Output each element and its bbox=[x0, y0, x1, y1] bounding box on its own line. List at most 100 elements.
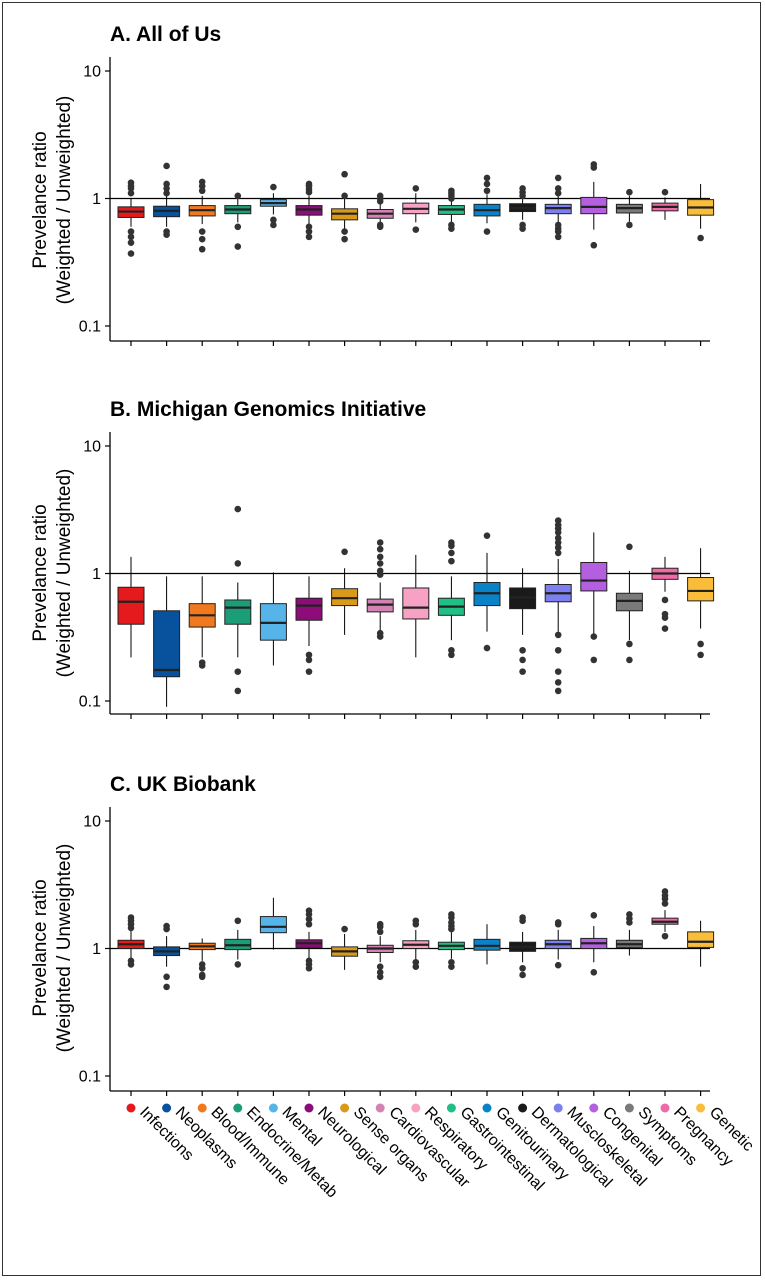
category-color-dot bbox=[482, 1103, 492, 1113]
outlier-point bbox=[341, 170, 348, 178]
outlier-point bbox=[519, 646, 526, 654]
outlier-point bbox=[412, 185, 420, 192]
box-neoplasms bbox=[153, 162, 181, 346]
category-color-dot bbox=[197, 1103, 207, 1113]
outlier-point bbox=[198, 964, 206, 972]
category-color-dot bbox=[589, 1103, 599, 1113]
outlier-point bbox=[127, 239, 135, 247]
panel-b-ylabel: Prevelance ratio (Weighted / Unweighted) bbox=[30, 469, 75, 678]
outlier-point bbox=[305, 668, 313, 675]
panel-a-title: A. All of Us bbox=[110, 23, 221, 46]
outlier-point bbox=[448, 914, 455, 921]
outlier-point bbox=[198, 228, 206, 235]
outlier-point bbox=[305, 228, 313, 235]
y-tick-label: 0.1 bbox=[79, 319, 101, 336]
outlier-point bbox=[198, 245, 206, 253]
outlier-point bbox=[590, 164, 598, 171]
category-color-dot bbox=[340, 1103, 350, 1113]
box-endocrine-metab bbox=[224, 192, 252, 346]
outlier-point bbox=[270, 183, 277, 191]
outlier-point bbox=[448, 542, 455, 550]
outlier-point bbox=[163, 162, 170, 170]
outlier-point bbox=[590, 912, 598, 919]
outlier-point bbox=[554, 189, 562, 197]
box-blood-immune bbox=[188, 938, 216, 1096]
ylabel-line-1: Prevelance ratio bbox=[30, 131, 51, 268]
panel-a-ylabel: Prevelance ratio (Weighted / Unweighted) bbox=[30, 96, 75, 305]
outlier-point bbox=[554, 631, 562, 639]
box-neurological bbox=[295, 576, 323, 719]
y-tick-label: 1 bbox=[92, 566, 101, 583]
box-endocrine-metab bbox=[224, 917, 252, 1096]
iqr-box bbox=[580, 196, 608, 215]
outlier-point bbox=[305, 233, 313, 241]
outlier-point bbox=[163, 983, 170, 991]
outlier-point bbox=[519, 656, 526, 664]
outlier-point bbox=[554, 549, 562, 557]
outlier-point bbox=[519, 192, 526, 200]
box-sense-organs bbox=[331, 925, 359, 1096]
outlier-point bbox=[412, 963, 420, 970]
y-tick-label: 10 bbox=[83, 439, 101, 456]
category-color-dot bbox=[446, 1103, 456, 1113]
panel-b: 10 1 0.1 bbox=[79, 432, 715, 719]
outlier-point bbox=[341, 192, 348, 200]
outlier-point bbox=[270, 216, 277, 224]
outlier-point bbox=[626, 221, 633, 229]
outlier-point bbox=[198, 235, 206, 243]
outlier-point bbox=[234, 687, 242, 695]
category-color-dot bbox=[411, 1103, 421, 1113]
outlier-point bbox=[127, 189, 135, 197]
category-color-dot bbox=[304, 1103, 314, 1113]
outlier-point bbox=[376, 923, 384, 931]
outlier-point bbox=[305, 656, 313, 664]
box-congenital bbox=[580, 912, 608, 1096]
box-symptoms bbox=[615, 543, 643, 719]
outlier-point bbox=[341, 235, 348, 243]
category-color-dot bbox=[624, 1103, 634, 1113]
outlier-point bbox=[590, 241, 598, 249]
box-neurological bbox=[295, 180, 323, 346]
box-blood-immune bbox=[188, 178, 216, 346]
outlier-point bbox=[305, 920, 313, 928]
category-color-dot bbox=[518, 1103, 528, 1113]
panel-c-ylabel: Prevelance ratio (Weighted / Unweighted) bbox=[30, 844, 75, 1053]
box-sense-organs bbox=[331, 170, 359, 346]
outlier-point bbox=[448, 925, 455, 933]
category-color-dot bbox=[268, 1103, 278, 1113]
outlier-point bbox=[198, 662, 206, 669]
outlier-point bbox=[376, 198, 384, 205]
outlier-point bbox=[697, 651, 704, 659]
outlier-point bbox=[483, 228, 491, 235]
ylabel-line-2: (Weighted / Unweighted) bbox=[54, 844, 75, 1053]
category-color-dot bbox=[696, 1103, 706, 1113]
y-tick-label: 10 bbox=[83, 814, 101, 831]
box-muscloskeletal bbox=[544, 174, 572, 346]
outlier-point bbox=[626, 188, 633, 196]
outlier-point bbox=[483, 174, 491, 182]
outlier-point bbox=[127, 961, 135, 968]
outlier-point bbox=[554, 920, 562, 928]
outlier-point bbox=[554, 687, 562, 695]
box-congenital bbox=[580, 161, 608, 346]
outlier-point bbox=[305, 964, 313, 972]
outlier-point bbox=[661, 625, 669, 632]
box-genetic bbox=[687, 548, 715, 719]
ylabel-line-1: Prevelance ratio bbox=[30, 504, 51, 641]
outlier-point bbox=[376, 963, 384, 970]
outlier-point bbox=[483, 187, 491, 195]
box-gastrointestinal bbox=[437, 539, 465, 719]
ylabel-line-1: Prevelance ratio bbox=[30, 879, 51, 1016]
outlier-point bbox=[554, 668, 562, 675]
outlier-point bbox=[661, 614, 669, 622]
outlier-point bbox=[590, 633, 598, 640]
category-color-dot bbox=[660, 1103, 670, 1113]
outlier-point bbox=[127, 924, 135, 932]
outlier-point bbox=[519, 964, 526, 972]
box-respiratory bbox=[402, 185, 430, 346]
y-tick-label: 10 bbox=[83, 64, 101, 81]
outlier-point bbox=[554, 228, 562, 235]
box-neoplasms bbox=[153, 576, 181, 719]
